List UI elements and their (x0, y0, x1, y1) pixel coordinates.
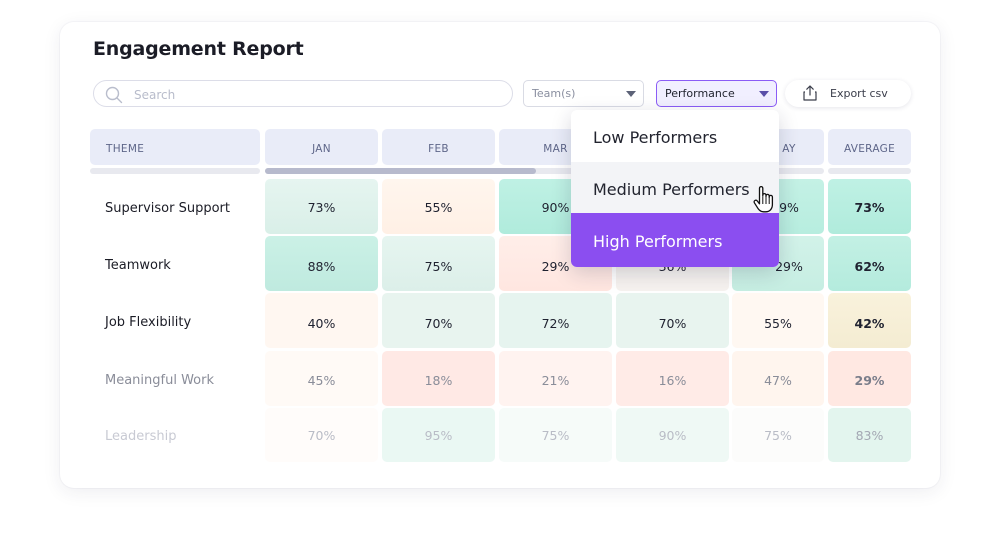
average-cell: 62% (828, 236, 911, 291)
dropdown-option-low-performers[interactable]: Low Performers (593, 128, 718, 147)
table-cell: 21% (499, 351, 612, 406)
performance-dropdown-menu: Low Performers Medium Performers High Pe… (571, 110, 779, 267)
table-cell: 18% (382, 351, 495, 406)
search-box[interactable] (93, 80, 513, 107)
table-cell: 70% (616, 293, 729, 348)
export-csv-label: Export csv (830, 87, 888, 100)
table-cell: 95% (382, 408, 495, 462)
team-select-label: Team(s) (532, 87, 576, 100)
row-label-meaningful-work: Meaningful Work (105, 373, 215, 388)
column-header-jan[interactable]: JAN (265, 129, 378, 165)
table-cell: 40% (265, 293, 378, 348)
hand-cursor-icon (753, 186, 774, 213)
export-csv-button[interactable]: Export csv (785, 80, 911, 107)
theme-scroll-rail (90, 168, 260, 174)
average-cell: 42% (828, 293, 911, 348)
search-icon (105, 86, 123, 104)
caret-down-icon (759, 91, 769, 97)
performance-select[interactable]: Performance (656, 80, 777, 107)
row-label-teamwork: Teamwork (105, 258, 171, 273)
average-cell: 83% (828, 408, 911, 462)
horizontal-scroll-rail[interactable] (265, 168, 824, 174)
table-cell: 70% (382, 293, 495, 348)
table-cell: 90% (616, 408, 729, 462)
table-cell: 55% (382, 179, 495, 234)
table-cell: 73% (265, 179, 378, 234)
table-cell: 88% (265, 236, 378, 291)
page-title: Engagement Report (93, 38, 304, 60)
row-label-job-flexibility: Job Flexibility (105, 315, 192, 330)
row-label-supervisor-support: Supervisor Support (105, 201, 230, 216)
row-label-leadership: Leadership (105, 429, 177, 444)
table-cell: 45% (265, 351, 378, 406)
table-cell: 16% (616, 351, 729, 406)
team-select[interactable]: Team(s) (523, 80, 644, 107)
table-cell: 47% (732, 351, 824, 406)
performance-select-label: Performance (665, 87, 735, 100)
table-cell: 75% (732, 408, 824, 462)
dropdown-option-medium-performers[interactable]: Medium Performers (571, 162, 779, 213)
average-cell: 29% (828, 351, 911, 406)
dropdown-option-high-performers[interactable]: High Performers (571, 213, 779, 267)
table-cell: 55% (732, 293, 824, 348)
table-cell: 75% (499, 408, 612, 462)
table-cell: 75% (382, 236, 495, 291)
export-icon (803, 85, 817, 101)
average-cell: 73% (828, 179, 911, 234)
column-header-feb[interactable]: FEB (382, 129, 495, 165)
column-header-theme[interactable]: THEME (90, 129, 260, 165)
caret-down-icon (626, 91, 636, 97)
column-header-average[interactable]: AVERAGE (828, 129, 911, 165)
search-input[interactable] (132, 84, 496, 105)
average-scroll-rail (828, 168, 911, 174)
table-cell: 70% (265, 408, 378, 462)
horizontal-scroll-thumb[interactable] (265, 168, 536, 174)
table-cell: 72% (499, 293, 612, 348)
